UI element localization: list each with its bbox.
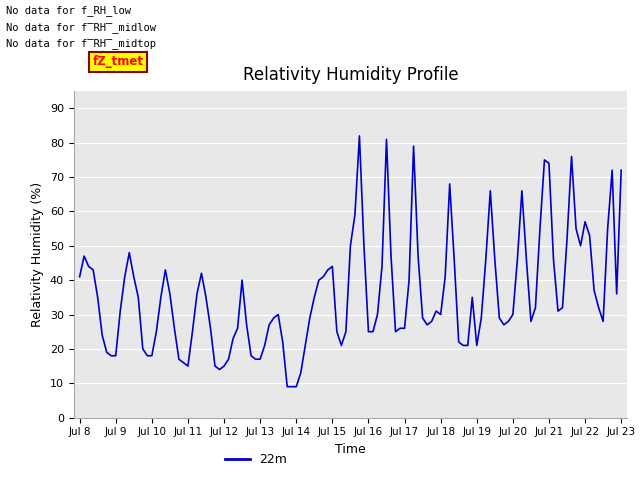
Text: fZ_tmet: fZ_tmet (93, 55, 144, 68)
Legend: 22m: 22m (220, 448, 292, 471)
Text: No data for f̅RH̅_midtop: No data for f̅RH̅_midtop (6, 38, 156, 49)
X-axis label: Time: Time (335, 443, 366, 456)
Y-axis label: Relativity Humidity (%): Relativity Humidity (%) (31, 182, 44, 327)
Text: No data for f̅RH̅_midlow: No data for f̅RH̅_midlow (6, 22, 156, 33)
Title: Relativity Humidity Profile: Relativity Humidity Profile (243, 66, 458, 84)
Text: No data for f_RH_low: No data for f_RH_low (6, 5, 131, 16)
